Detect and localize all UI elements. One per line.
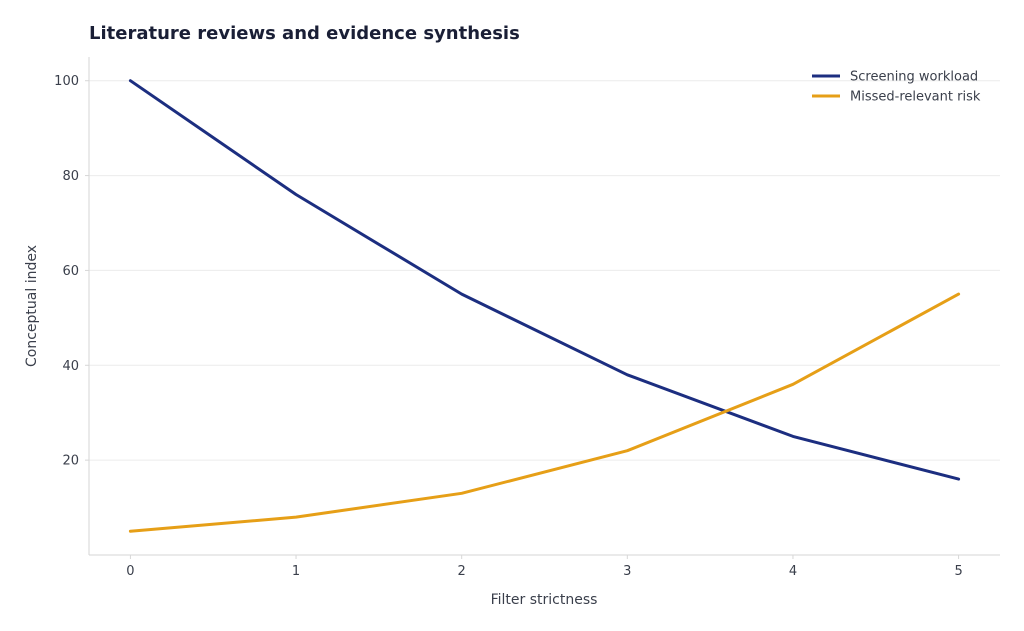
y-tick-label: 60: [62, 264, 79, 279]
x-tick-label: 3: [623, 564, 631, 579]
y-tick-label: 40: [62, 359, 79, 374]
x-tick-label: 0: [126, 564, 134, 579]
legend-label: Screening workload: [850, 70, 978, 85]
x-axis-label: Filter strictness: [491, 592, 598, 608]
legend: Screening workload Missed-relevant risk: [812, 70, 981, 105]
y-axis-ticks: 20 40 60 80 100: [54, 74, 89, 469]
x-tick-label: 4: [789, 564, 797, 579]
x-tick-label: 2: [458, 564, 466, 579]
y-tick-label: 20: [62, 454, 79, 469]
series-lines: [128, 79, 961, 533]
x-axis-ticks: 0 1 2 3 4 5: [126, 555, 963, 579]
gridlines: [89, 80, 1000, 461]
y-tick-label: 100: [54, 74, 79, 89]
series-line-1: [128, 79, 961, 481]
series-line-2: [128, 292, 961, 533]
legend-label: Missed-relevant risk: [850, 90, 981, 105]
x-tick-label: 1: [292, 564, 300, 579]
x-tick-label: 5: [954, 564, 962, 579]
y-axis-label: Conceptual index: [24, 245, 40, 367]
chart-title: Literature reviews and evidence synthesi…: [89, 23, 520, 44]
y-tick-label: 80: [62, 169, 79, 184]
